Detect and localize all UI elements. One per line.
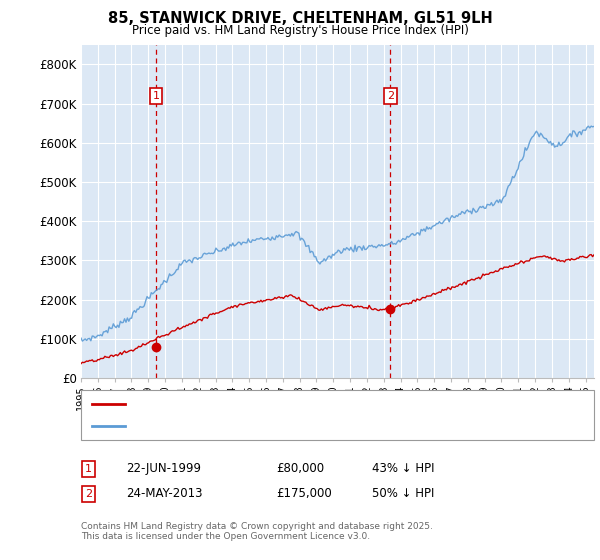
Text: 2: 2 [387,91,394,101]
Text: 43% ↓ HPI: 43% ↓ HPI [372,462,434,475]
Text: HPI: Average price, detached house, Cheltenham: HPI: Average price, detached house, Chel… [132,421,407,431]
Text: 1: 1 [152,91,160,101]
Text: 85, STANWICK DRIVE, CHELTENHAM, GL51 9LH: 85, STANWICK DRIVE, CHELTENHAM, GL51 9LH [107,11,493,26]
Text: Price paid vs. HM Land Registry's House Price Index (HPI): Price paid vs. HM Land Registry's House … [131,24,469,37]
Text: 2: 2 [85,489,92,499]
Text: 24-MAY-2013: 24-MAY-2013 [126,487,203,501]
Text: 22-JUN-1999: 22-JUN-1999 [126,462,201,475]
Text: 85, STANWICK DRIVE, CHELTENHAM, GL51 9LH (detached house): 85, STANWICK DRIVE, CHELTENHAM, GL51 9LH… [132,399,494,409]
Text: £80,000: £80,000 [276,462,324,475]
Text: 50% ↓ HPI: 50% ↓ HPI [372,487,434,501]
Text: 1: 1 [85,464,92,474]
Text: Contains HM Land Registry data © Crown copyright and database right 2025.
This d: Contains HM Land Registry data © Crown c… [81,522,433,542]
Text: £175,000: £175,000 [276,487,332,501]
